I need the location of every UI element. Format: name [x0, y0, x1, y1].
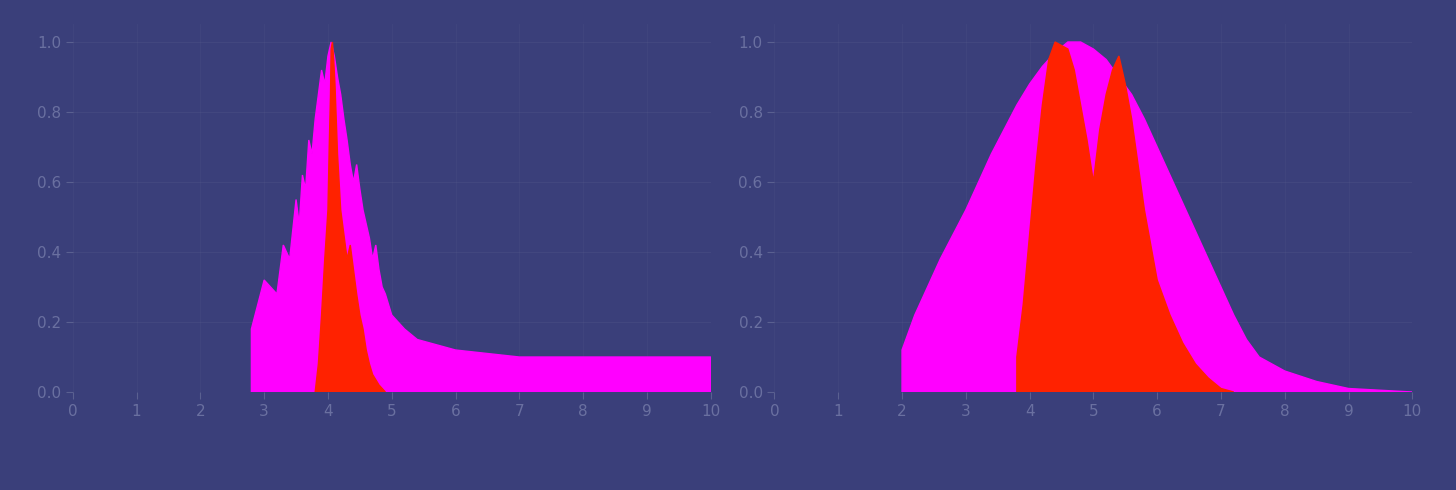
Polygon shape [252, 42, 711, 392]
Polygon shape [314, 42, 386, 392]
Polygon shape [1016, 42, 1233, 392]
Polygon shape [903, 42, 1412, 392]
